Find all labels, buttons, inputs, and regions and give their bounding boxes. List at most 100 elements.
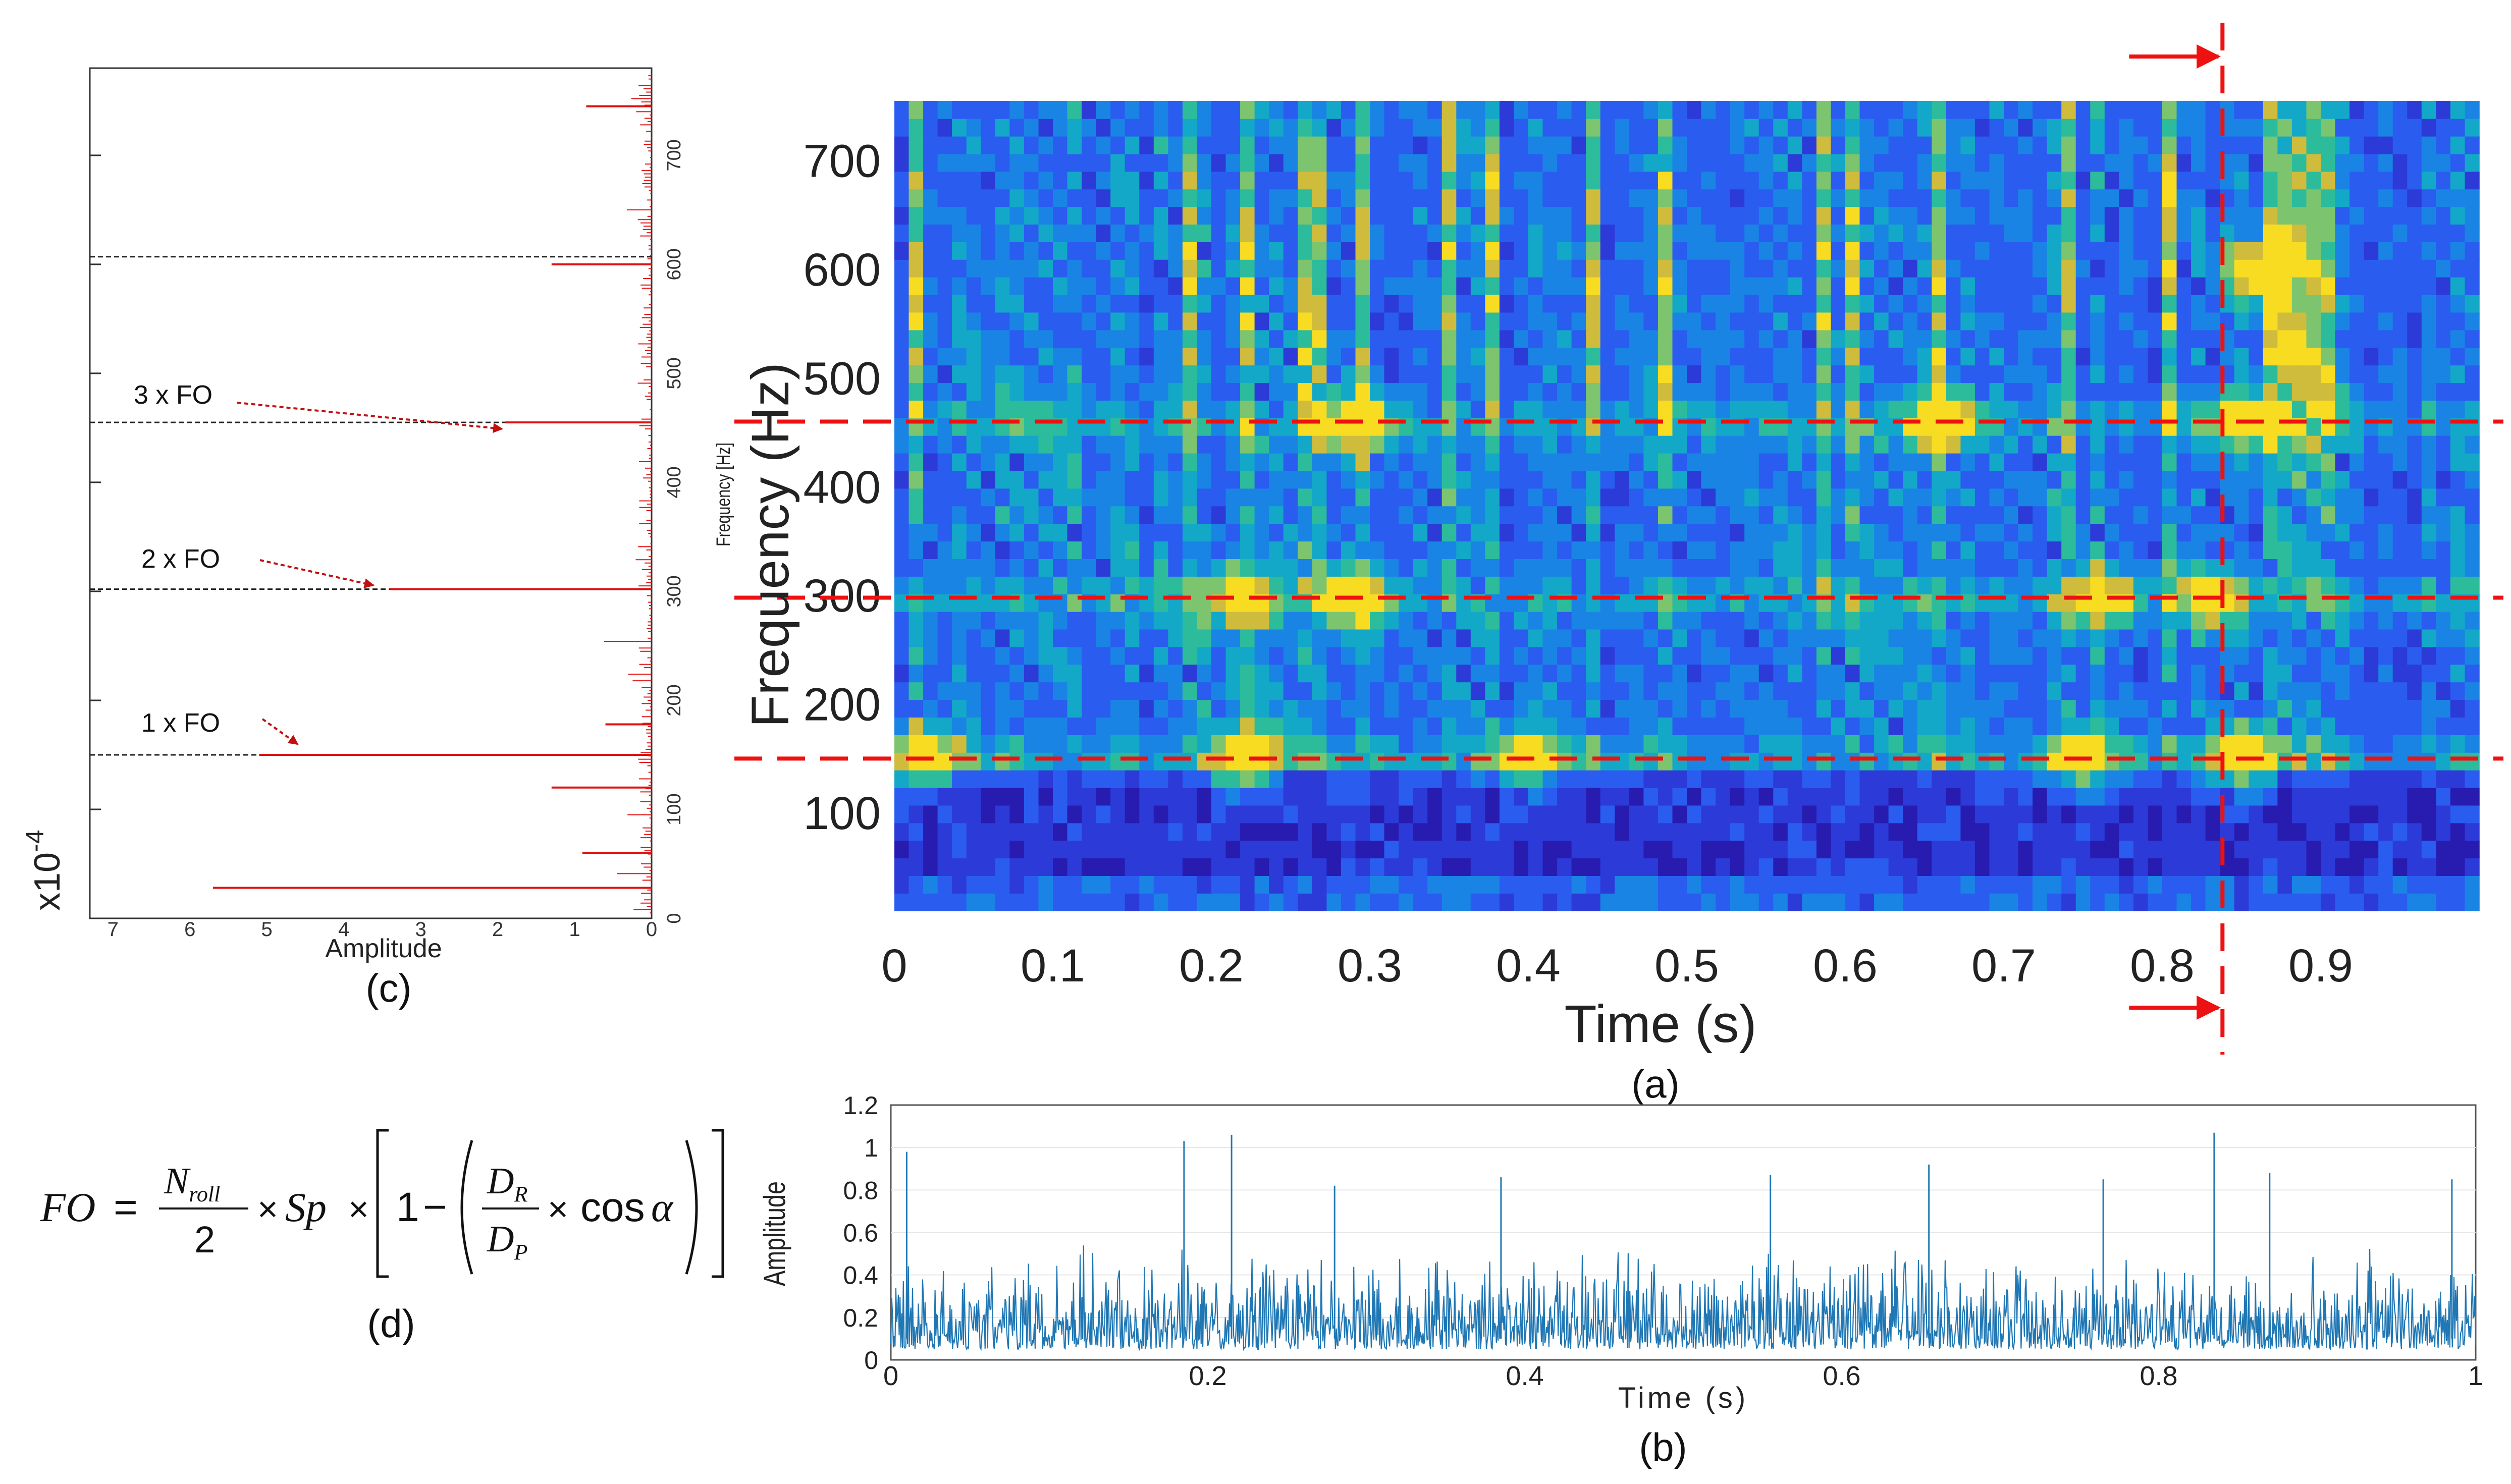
spectrogram-cell [1989,347,2004,366]
spectrogram-cell [2162,206,2177,225]
spectrogram-cell [1139,294,1154,313]
spectrogram-cell [1211,840,1226,859]
spectrogram-cell [1355,646,1370,665]
spectrogram-cell [1773,629,1788,647]
spectrogram-cell [2335,277,2350,295]
spectrogram-cell [2234,294,2249,313]
spectrogram-cell [1571,770,1586,788]
spectrogram-cell [1932,629,1947,647]
spectrogram-cell [2465,770,2480,788]
spectrogram-cell [1283,453,1298,471]
spectrogram-cell [1499,242,1515,260]
spectrogram-cell [1600,893,1615,911]
spectrogram-cell [1139,259,1154,278]
spectrogram-cell [1225,365,1241,383]
spectrogram-cell [1658,858,1673,876]
spectrogram-cell [909,506,924,524]
spectrogram-cell [1571,294,1586,313]
spectrogram-cell [1168,752,1183,771]
spectrogram-cell [1932,242,1947,260]
spectrogram-cell [1586,189,1601,207]
spectrogram-cell [1168,559,1183,577]
spectrogram-cell [2321,259,2336,278]
spectrogram-cell [2465,893,2480,911]
spectrogram-cell [2306,559,2321,577]
spectrogram-cell [2450,382,2466,401]
spectrogram-cell [1643,541,1659,559]
spectrogram-cell [2436,312,2451,331]
spectrogram-cell [1643,646,1659,665]
spectrogram-cell [981,294,996,313]
spectrogram-cell [1225,259,1241,278]
spectrogram-cell [2465,329,2480,348]
spectrogram-cell [1643,699,1659,718]
spectrogram-cell [1643,840,1659,859]
spectrogram-cell [1974,224,1990,242]
spectrogram-cell [1542,294,1558,313]
spectrogram-cell [981,118,996,137]
spectrogram-cell [1946,840,1961,859]
spectrogram-cell [1960,277,1975,295]
spectrogram-cell [1485,787,1500,806]
spectrogram-cell [2075,224,2091,242]
spectrogram-cell [1831,717,1846,735]
spectrogram-cell [1816,770,1832,788]
spectrogram-cell [1571,787,1586,806]
spectrogram-cell [2033,312,2048,331]
spectrogram-cell [937,682,952,700]
spectrogram-cell [1139,541,1154,559]
spectrogram-cell [2407,840,2422,859]
spectrogram-cell [2321,787,2336,806]
spectrogram-cell [1499,541,1515,559]
spectrogram-cell [2148,329,2163,348]
spectrogram-cell [2465,277,2480,295]
spectrogram-cell [2004,717,2019,735]
spectrogram-cell [2291,153,2307,172]
spectrogram-cell [1816,171,1832,190]
spectrogram-cell [1024,136,1039,154]
spectrogram-cell [1716,523,1731,542]
spectrogram-cell [1125,101,1140,119]
spectrogram-cell [2075,435,2091,454]
spectrogram-cell [1615,735,1630,753]
spectrogram-cell [1456,312,1471,331]
spectrogram-cell [1355,822,1370,841]
spectrogram-cell [1542,523,1558,542]
spectrogram-cell [1989,752,2004,771]
spectrogram-cell [894,858,910,876]
spectrogram-cell [2407,822,2422,841]
spectrogram-cell [1514,101,1529,119]
spectrogram-cell [1053,611,1068,630]
spectrogram-cell [1370,259,1385,278]
spectrogram-cell [1615,506,1630,524]
spectrogram-cell [1312,559,1327,577]
spectrogram-cell [909,136,924,154]
spectrogram-cell [1917,329,1932,348]
spectrogram-cell [1427,365,1443,383]
spectrogram-cell [2450,329,2466,348]
spectrogram-cell [1658,259,1673,278]
spectrogram-cell [1197,699,1212,718]
spectrogram-cell [1758,277,1774,295]
spectrogram-cell [1787,805,1803,823]
spectrogram-cell [1600,259,1615,278]
spectrogram-cell [1658,277,1673,295]
spectrogram-cell [981,752,996,771]
spectrogram-cell [1514,259,1529,278]
spectrogram-cell [1917,435,1932,454]
spectrogram-cell [1787,787,1803,806]
spectrogram-cell [1399,523,1414,542]
spectrogram-cell [1716,136,1731,154]
spectrogram-cell [1687,840,1702,859]
spectrogram-cell [894,347,910,366]
spectrogram-cell [1038,735,1053,753]
spectrogram-cell [1211,576,1226,594]
spectrogram-cell [1197,735,1212,753]
spectrogram-cell [1197,858,1212,876]
spectrogram-cell [1615,153,1630,172]
spectrogram-cell [1341,664,1356,683]
spectrogram-cell [1110,171,1126,190]
spectrogram-cell [894,189,910,207]
spectrogram-cell [1557,435,1572,454]
spectrogram-cell [2450,893,2466,911]
